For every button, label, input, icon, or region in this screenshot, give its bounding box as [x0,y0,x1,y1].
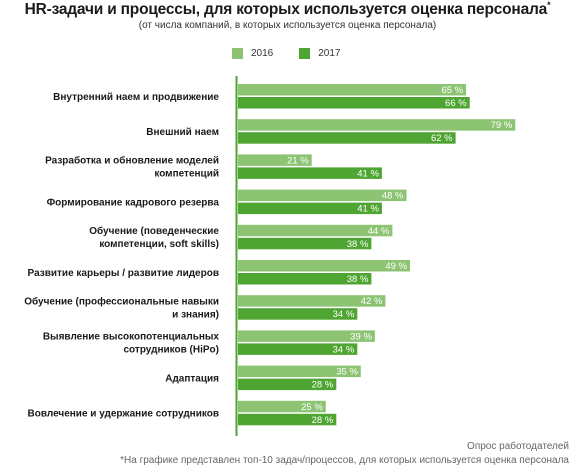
bar-2017 [238,273,372,285]
data-label-2017: 41 % [357,168,379,179]
category-label-line: Внешний наем [146,127,219,138]
data-label-2017: 38 % [347,239,369,250]
data-label-2016: 65 % [441,85,463,96]
category-label: Внешний наем [146,127,219,138]
legend-swatch-2017 [299,47,311,59]
category-label-line: сотрудников (HiPo) [124,345,220,356]
category-label-line: и знания) [172,310,219,321]
legend-label-2016: 2016 [251,47,274,59]
data-label-2016: 42 % [361,296,383,307]
category-label-line: Внутренний наем и продвижение [53,92,219,103]
category-label: Формирование кадрового резерва [47,197,220,208]
bar-2017 [238,167,382,179]
chart-subtitle: (от числа компаний, в которых использует… [138,20,437,31]
bar-2016 [238,365,361,378]
chart-title: HR-задачи и процессы, для которых исполь… [0,0,575,19]
data-label-2017: 34 % [333,344,355,355]
bar-2017 [238,132,456,144]
chart-title-text: HR-задачи и процессы, для которых исполь… [24,1,548,19]
category-label-line: Адаптация [165,373,219,384]
category-label: Адаптация [165,373,219,384]
data-label-2017: 34 % [333,309,355,320]
category-label-line: компетенций [154,169,219,180]
data-label-2016: 25 % [301,402,323,413]
bar-2016 [238,119,516,131]
bar-2017 [238,202,382,215]
category-label-line: Обучение (профессиональные навыки [24,296,219,308]
category-label: Обучение (поведенческие компетенции, soft… [89,225,219,250]
category-label: Выявление высокопотенциальных сотрудников… [43,332,220,356]
bar-2016 [238,154,312,166]
bar-2016 [238,295,386,307]
category-label-line: компетенции, soft skills) [99,239,219,250]
legend-item-2016: 2016 [232,47,274,59]
bar-2016 [238,330,375,342]
category-label: Разработка и обновление моделей компетенц… [45,155,219,180]
category-label-line: Формирование кадрового резерва [47,197,220,208]
data-label-2016: 44 % [368,226,390,237]
bar-2016 [238,224,393,237]
data-label-2016: 48 % [382,191,404,202]
legend-swatch-2016 [232,47,243,59]
category-label: Развитие карьеры / развитие лидеров [28,268,219,279]
data-label-2016: 49 % [385,261,407,272]
category-label: Внутренний наем и продвижение [53,92,219,103]
title-footnote-mark: * [547,0,551,10]
category-label-line: Развитие карьеры / развитие лидеров [28,268,219,279]
data-label-2016: 39 % [350,331,372,342]
data-label-2017: 38 % [347,274,369,285]
category-label-line: Обучение (поведенческие [89,225,219,237]
data-label-2017: 62 % [431,133,453,144]
bar-2017 [238,308,358,320]
category-label: Вовлечение и удержание сотрудников [28,409,219,420]
footnote: *На графике представлен топ-10 задач/про… [120,455,569,466]
data-label-2016: 79 % [491,120,513,131]
data-label-2017: 28 % [312,380,334,391]
data-label-2017: 28 % [312,415,334,426]
data-label-2017: 41 % [357,204,379,215]
source-note: Опрос работодателей [467,441,569,452]
bar-2016 [238,260,410,272]
category-label-line: Разработка и обновление моделей [45,155,219,167]
bar-2017 [238,413,337,426]
bar-2016 [238,400,326,413]
bar-2017 [238,343,358,355]
bar-2017 [238,378,337,391]
category-label-line: Вовлечение и удержание сотрудников [28,409,219,420]
category-label: Обучение (профессиональные навыки и знани… [24,296,219,321]
category-label-line: Выявление высокопотенциальных [43,332,220,343]
chart-legend: 2016 2017 [232,46,367,60]
legend-item-2017: 2017 [299,47,341,59]
data-label-2016: 21 % [287,155,309,166]
bar-2016 [238,189,407,202]
data-label-2017: 66 % [445,98,467,109]
bar-2016 [238,84,467,96]
data-label-2016: 35 % [336,367,358,378]
bar-2017 [238,97,470,109]
legend-label-2017: 2017 [318,47,341,59]
bar-2017 [238,237,372,250]
